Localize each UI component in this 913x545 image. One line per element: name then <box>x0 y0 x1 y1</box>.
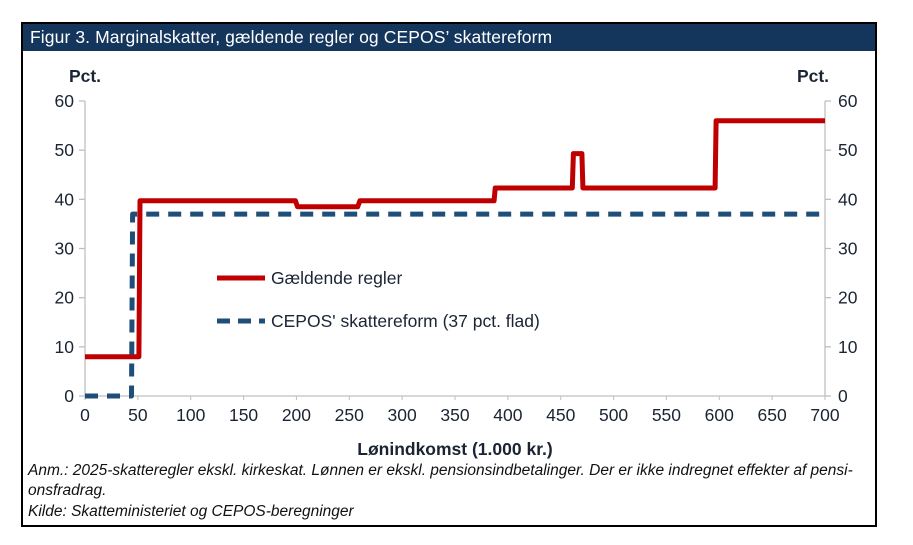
x-tick-label: 450 <box>546 405 575 425</box>
figure-box: Figur 3. Marginalskatter, gældende regle… <box>21 22 877 527</box>
x-tick-label: 250 <box>335 405 364 425</box>
y-tick-label-left: 60 <box>55 91 75 111</box>
y-tick-label-right: 20 <box>838 288 858 308</box>
legend-label-1: CEPOS' skattereform (37 pct. flad) <box>271 311 540 331</box>
x-tick-label: 100 <box>176 405 205 425</box>
x-axis-title: Lønindkomst (1.000 kr.) <box>357 439 552 459</box>
footnotes: Anm.: 2025-skatteregler ekskl. kirkeskat… <box>28 461 870 523</box>
x-tick-label: 650 <box>758 405 787 425</box>
y-axis-unit-right: Pct. <box>797 66 829 86</box>
x-tick-label: 700 <box>810 405 839 425</box>
x-tick-label: 600 <box>705 405 734 425</box>
y-tick-label-left: 40 <box>55 189 75 209</box>
y-axis-unit-left: Pct. <box>69 66 101 86</box>
x-tick-label: 150 <box>229 405 258 425</box>
x-tick-label: 550 <box>652 405 681 425</box>
x-tick-label: 50 <box>128 405 148 425</box>
x-tick-label: 350 <box>440 405 469 425</box>
y-tick-label-right: 0 <box>838 386 848 406</box>
y-tick-label-right: 10 <box>838 337 858 357</box>
x-tick-label: 300 <box>388 405 417 425</box>
y-tick-label-left: 50 <box>55 140 75 160</box>
y-tick-label-right: 50 <box>838 140 858 160</box>
footnote-anm-line1: Anm.: 2025-skatteregler ekskl. kirkeskat… <box>28 461 853 479</box>
figure-title-bar: Figur 3. Marginalskatter, gældende regle… <box>23 24 875 51</box>
x-tick-label: 500 <box>599 405 628 425</box>
y-tick-label-right: 60 <box>838 91 858 111</box>
y-tick-label-right: 40 <box>838 189 858 209</box>
series-line-gaeldende <box>85 118 825 360</box>
series-line-cepos <box>85 211 825 399</box>
y-tick-label-left: 20 <box>55 288 75 308</box>
y-tick-label-left: 0 <box>64 386 74 406</box>
x-tick-label: 200 <box>282 405 311 425</box>
figure-title: Figur 3. Marginalskatter, gældende regle… <box>30 27 553 47</box>
y-tick-label-left: 30 <box>55 239 75 259</box>
footnote-anm-line2: onsfradrag. <box>28 482 107 499</box>
y-tick-label-left: 10 <box>55 337 75 357</box>
legend-label-0: Gældende regler <box>271 268 402 288</box>
x-tick-label: 0 <box>80 405 90 425</box>
y-tick-label-right: 30 <box>838 239 858 259</box>
footnote-kilde: Kilde: Skatteministeriet og CEPOS-beregn… <box>28 502 354 520</box>
x-tick-label: 400 <box>493 405 522 425</box>
